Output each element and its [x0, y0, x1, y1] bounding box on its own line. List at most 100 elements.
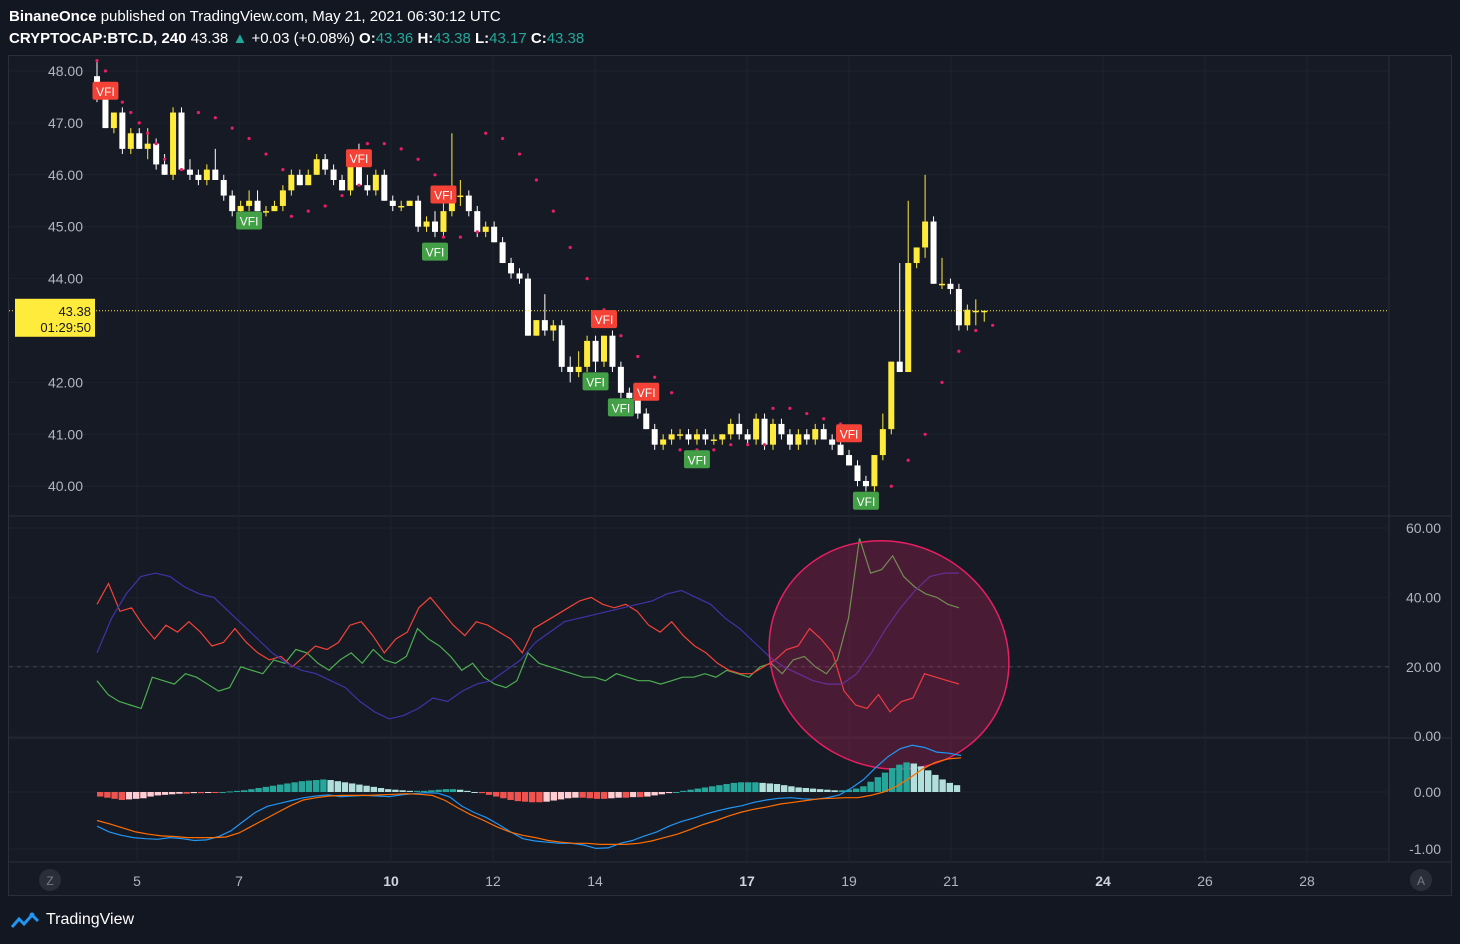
psar-dot	[957, 349, 961, 353]
macd-histogram-bar	[169, 792, 176, 795]
macd-histogram-bar	[147, 792, 154, 797]
vfi-signal-label: VFI	[637, 386, 656, 400]
psar-group	[95, 59, 995, 499]
vfi-signal-label: VFI	[857, 495, 876, 509]
time-tick-label: 21	[943, 873, 959, 889]
candle-body	[127, 133, 134, 149]
candle-body	[195, 174, 202, 180]
vfi-signal-badge	[236, 211, 263, 230]
candle-body	[626, 392, 633, 398]
psar-dot	[805, 411, 809, 416]
tradingview-brand[interactable]: TradingView	[10, 910, 134, 930]
macd-histogram-bar	[745, 782, 752, 792]
chart-frame[interactable]: VFI VFI VFI VFI VFI VFI VFI VFI VFI VFI VFI VFI 48.0…	[8, 55, 1452, 896]
candle-body	[888, 361, 895, 430]
candle-body	[922, 221, 929, 248]
psar-dot	[991, 323, 995, 327]
high-value: 43.38	[433, 30, 471, 47]
macd-histogram-bar	[867, 781, 874, 792]
candle-body	[837, 444, 844, 456]
macd-histogram-bar	[349, 783, 356, 792]
macd-histogram-bar	[881, 772, 889, 792]
author-name[interactable]: BinaneOnce	[9, 8, 97, 25]
candle-body	[964, 309, 971, 326]
psar-dot	[230, 126, 234, 130]
macd-histogram-bar	[233, 790, 241, 792]
vfi-signal-label: VFI	[240, 215, 259, 229]
macd-histogram-bar	[917, 766, 925, 792]
vfi-signal-badge	[852, 491, 879, 510]
macd-histogram-bar	[565, 792, 572, 799]
vfi-signal-badge	[345, 149, 372, 168]
macd-histogram-bar	[687, 789, 694, 792]
time-tick-label: 26	[1197, 873, 1213, 889]
zoom-reset-button[interactable]	[39, 869, 61, 891]
macd-histogram-bar	[219, 792, 226, 793]
candle-body	[229, 195, 236, 212]
brand-label: TradingView	[46, 911, 135, 928]
candle-body	[347, 164, 354, 191]
macd-histogram-bar	[608, 792, 615, 799]
candle-body	[246, 200, 253, 206]
macd-histogram-bar	[680, 790, 687, 792]
macd-histogram-bar	[802, 788, 809, 792]
candle-body	[212, 169, 219, 180]
candle-body	[660, 439, 667, 445]
candle-body	[584, 340, 591, 367]
psar-dot	[670, 391, 674, 395]
psar-dot	[923, 432, 927, 436]
macd-histogram-bar	[385, 789, 392, 792]
psar-dot	[281, 168, 285, 172]
macd-histogram-bar	[889, 768, 896, 792]
macd-histogram-bar	[392, 789, 399, 792]
candle-body	[279, 190, 286, 206]
tradingview-logo-icon	[10, 912, 40, 928]
macd-histogram-bar	[593, 792, 601, 799]
open-value: 43.36	[375, 30, 414, 47]
vfi-signal-badge	[683, 450, 710, 469]
up-triangle-icon: ▲	[232, 30, 248, 47]
candle-body	[846, 455, 853, 466]
macd-histogram-bar	[752, 782, 759, 792]
macd-histogram-bar	[795, 787, 802, 792]
candle-body	[203, 169, 210, 180]
macd-histogram-bar	[788, 786, 795, 792]
psar-dot	[433, 173, 437, 177]
macd-histogram-bar	[766, 783, 773, 792]
vfi-signal-label: VFI	[586, 375, 605, 389]
psar-dot	[382, 142, 386, 146]
psar-dot	[340, 193, 344, 198]
candle-body	[355, 164, 362, 186]
adx-line	[96, 572, 959, 720]
psar-dot	[551, 209, 555, 213]
macd-histogram-bar	[464, 790, 471, 792]
macd-histogram-bar	[644, 792, 651, 797]
candle-body	[668, 434, 675, 440]
candle-body	[398, 205, 405, 208]
macd-histogram-bar	[104, 792, 111, 798]
psar-dot	[306, 209, 310, 213]
macd-histogram-bar	[809, 788, 817, 792]
psar-dot	[762, 443, 767, 447]
candle-body	[643, 413, 650, 430]
time-tick-label: 10	[383, 873, 399, 889]
macd-histogram-bar	[507, 792, 514, 800]
auto-scale-button[interactable]	[1410, 869, 1432, 891]
macd-histogram-bar	[845, 789, 853, 792]
macd-histogram-bar	[493, 792, 500, 797]
candle-body	[220, 179, 227, 196]
macd-histogram-bar	[557, 792, 565, 800]
macd-histogram-bar	[536, 792, 543, 803]
chart-svg[interactable]: VFI VFI VFI VFI VFI VFI VFI VFI VFI VFI VFI VFI 48.0…	[9, 56, 1451, 895]
vfi-signal-label: VFI	[612, 401, 631, 415]
time-tick-label: 17	[739, 873, 755, 889]
candle-body	[263, 211, 269, 213]
candle-body	[322, 159, 329, 170]
vfi-signal-badge	[92, 81, 119, 100]
macd-histogram-bar	[399, 790, 406, 792]
last-price: 43.38	[190, 30, 229, 47]
candle-body	[736, 423, 743, 435]
psar-dot	[129, 110, 133, 115]
psar-dot	[264, 152, 268, 156]
candle-body	[178, 112, 185, 170]
